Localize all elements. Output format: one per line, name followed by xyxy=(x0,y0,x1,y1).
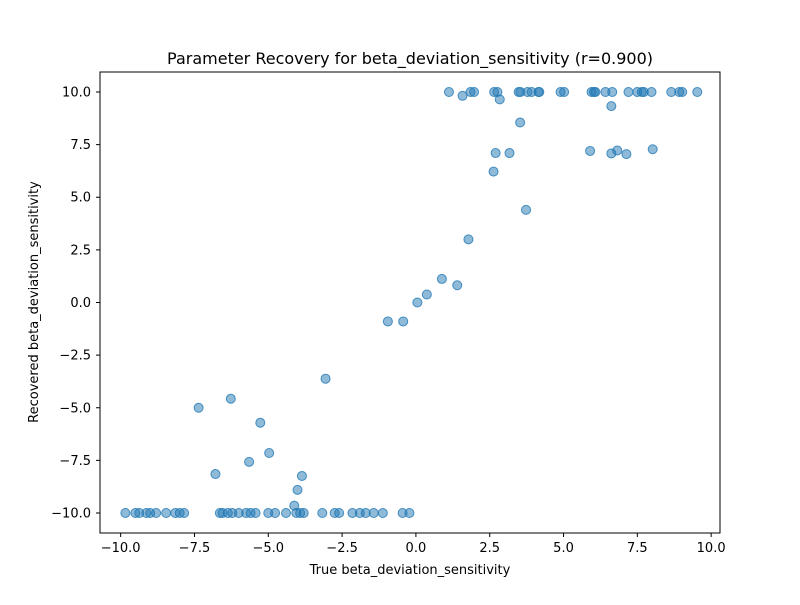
data-point xyxy=(559,87,570,97)
data-point xyxy=(281,508,291,518)
x-tick-label: 7.5 xyxy=(627,541,648,556)
data-point xyxy=(377,508,388,518)
data-point xyxy=(250,508,261,518)
data-point xyxy=(298,508,309,518)
data-point xyxy=(494,94,505,105)
y-tick-label: 0.0 xyxy=(70,296,91,311)
data-point xyxy=(404,508,415,518)
data-point xyxy=(515,117,526,128)
data-point xyxy=(436,273,447,284)
y-tick-label: −7.5 xyxy=(59,454,91,469)
data-point xyxy=(677,87,688,97)
data-point xyxy=(210,469,221,480)
data-point xyxy=(161,508,172,518)
data-point xyxy=(621,149,632,160)
y-tick-label: 7.5 xyxy=(70,138,91,153)
data-point xyxy=(292,484,303,495)
data-point xyxy=(607,87,618,97)
y-tick-label: 10.0 xyxy=(62,85,91,100)
y-axis-ticks: −10.0 −7.5 −5.0 −2.5 0.0 2.5 5.0 7.5 10.0 xyxy=(51,85,100,522)
data-point xyxy=(255,417,266,428)
data-point xyxy=(457,90,468,101)
data-point xyxy=(382,316,393,327)
x-tick-label: 0.0 xyxy=(406,541,427,556)
data-point xyxy=(151,508,162,518)
data-point xyxy=(646,87,657,97)
data-point xyxy=(179,508,190,518)
data-point xyxy=(368,508,379,518)
data-point xyxy=(490,148,501,159)
x-axis-label: True beta_deviation_sensitivity xyxy=(309,563,511,578)
data-point xyxy=(590,87,601,97)
data-point xyxy=(320,373,331,384)
data-point xyxy=(225,393,236,404)
x-tick-label: −2.5 xyxy=(326,541,358,556)
data-point xyxy=(452,280,463,291)
chart-title: Parameter Recovery for beta_deviation_se… xyxy=(167,49,653,69)
y-tick-label: 5.0 xyxy=(70,191,91,206)
data-point xyxy=(244,456,255,467)
x-tick-label: 2.5 xyxy=(479,541,500,556)
y-tick-label: −10.0 xyxy=(51,507,91,522)
data-point xyxy=(120,508,131,518)
data-point xyxy=(534,87,545,97)
data-point xyxy=(412,297,423,308)
x-axis-ticks: −10.0 −7.5 −5.0 −2.5 0.0 2.5 5.0 7.5 10.0 xyxy=(101,533,726,556)
data-point xyxy=(463,234,474,245)
x-tick-label: −10.0 xyxy=(101,541,141,556)
data-point xyxy=(606,101,617,112)
x-tick-label: 5.0 xyxy=(553,541,574,556)
data-point xyxy=(334,508,345,518)
data-point xyxy=(398,316,409,327)
data-point xyxy=(612,145,623,156)
data-point xyxy=(270,508,281,518)
data-point xyxy=(421,289,432,300)
y-tick-label: −2.5 xyxy=(59,349,91,364)
data-point xyxy=(443,87,454,97)
x-tick-label: 10.0 xyxy=(697,541,726,556)
y-axis-label: Recovered beta_deviation_sensitivity xyxy=(27,181,42,423)
data-point xyxy=(296,470,307,481)
data-point xyxy=(264,448,275,459)
data-points xyxy=(120,87,703,518)
data-point xyxy=(193,402,204,413)
y-tick-label: 2.5 xyxy=(70,243,91,258)
data-point xyxy=(521,204,532,215)
x-tick-label: −5.0 xyxy=(252,541,284,556)
data-point xyxy=(504,148,515,159)
data-point xyxy=(469,87,480,97)
data-point xyxy=(317,508,328,518)
y-tick-label: −5.0 xyxy=(59,401,91,416)
x-tick-label: −7.5 xyxy=(179,541,211,556)
data-point xyxy=(623,87,634,97)
data-point xyxy=(692,87,703,97)
data-point xyxy=(585,145,596,156)
data-point xyxy=(488,166,499,177)
data-point xyxy=(647,144,658,155)
